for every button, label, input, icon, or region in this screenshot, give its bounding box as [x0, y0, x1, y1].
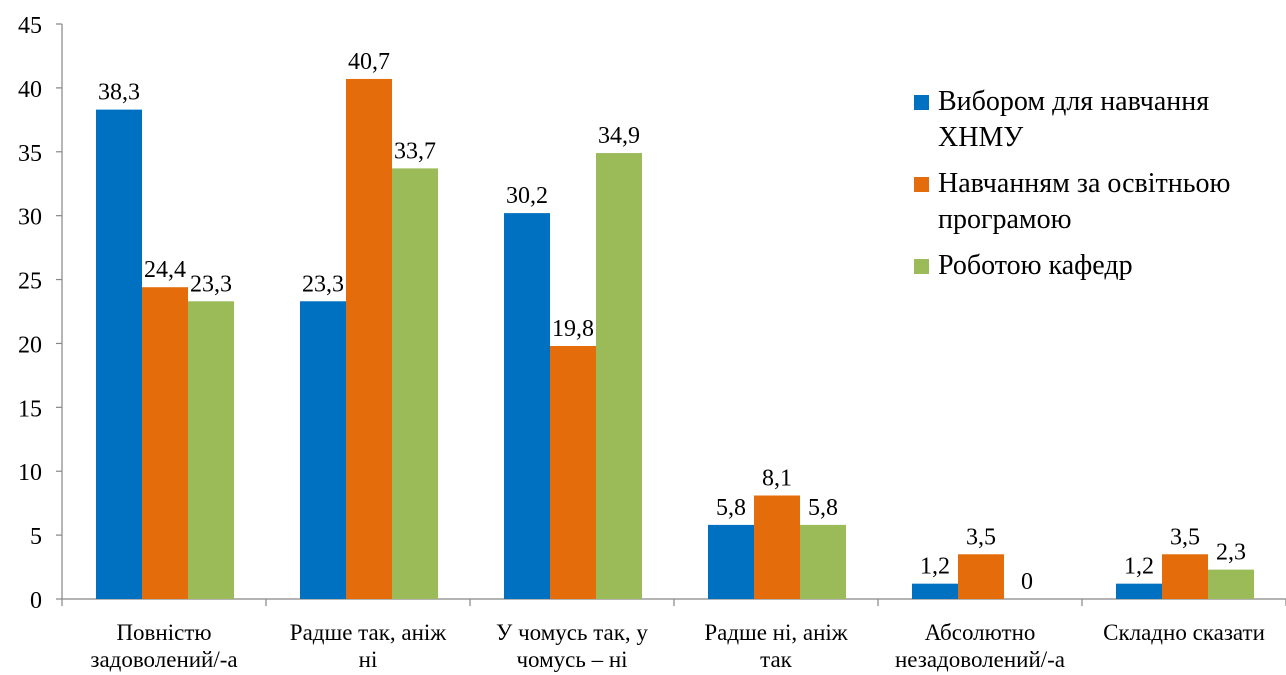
y-tick-label: 5: [30, 524, 42, 550]
data-label: 3,5: [1170, 524, 1200, 550]
legend-item-series-3: Роботою кафедр: [914, 248, 1254, 284]
bar-series-1: [708, 524, 754, 599]
x-tick-label: Радше так, аніж ні: [290, 620, 446, 672]
bar-series-2: [346, 78, 392, 599]
data-labels: 38,3 23,3 30,2 5,8 1,2 1,2 24,4 40,7 19,8 8,1 3,5 3…: [98, 49, 1246, 595]
y-tick-label: 25: [18, 269, 42, 295]
x-tick-label-line: задоволений/-а: [90, 647, 237, 672]
data-label: 38,3: [98, 80, 140, 106]
x-tick-label-line: чомусь – ні: [516, 647, 627, 672]
legend-label-series-3: Роботою кафедр: [938, 250, 1133, 281]
legend-label-series-1: Вибором для навчання ХНМУ: [938, 86, 1210, 153]
bar-series-2: [1162, 554, 1208, 599]
x-tick-label-line: ні: [359, 647, 378, 672]
y-tick-label: 35: [18, 141, 42, 167]
legend-item-series-1: Вибором для навчання ХНМУ: [914, 84, 1254, 156]
bar-series-3: [392, 168, 438, 599]
y-tick-label: 15: [18, 396, 42, 422]
bar-series-3: [1208, 569, 1254, 599]
bar-series-2: [142, 287, 188, 599]
data-label: 34,9: [598, 123, 640, 149]
y-tick-label: 10: [18, 460, 42, 486]
bars: [96, 78, 1254, 600]
data-label: 23,3: [190, 271, 232, 297]
data-label: 1,2: [920, 554, 950, 580]
data-label: 3,5: [966, 524, 996, 550]
data-label: 8,1: [762, 466, 792, 492]
data-label: 23,3: [302, 271, 344, 297]
data-label: 40,7: [348, 49, 390, 75]
bar-series-1: [504, 213, 550, 599]
data-label: 33,7: [394, 138, 436, 164]
bar-series-3: [800, 524, 846, 599]
data-label: 19,8: [552, 316, 594, 342]
data-label: 2,3: [1216, 540, 1246, 566]
legend-label-series-2: Навчанням за освітньою програмою: [938, 168, 1231, 235]
bar-series-3: [596, 153, 642, 600]
bar-series-1: [912, 583, 958, 599]
x-tick-label: Складно сказати: [1103, 620, 1265, 645]
bar-series-3: [188, 301, 234, 599]
legend-swatch-series-1: [914, 95, 929, 110]
y-tick-label: 0: [30, 588, 42, 614]
y-tick-label: 45: [18, 13, 42, 39]
x-tick-label: У чомусь так, у чомусь – ні: [496, 620, 648, 672]
x-tick-label-line: Радше так, аніж: [290, 620, 446, 645]
bar-series-2: [754, 495, 800, 599]
x-tick-label-line: Повністю: [116, 620, 211, 645]
legend-swatch-series-2: [914, 177, 929, 192]
axes: 0 5 10 15 20 25 30 35 40 45 Повністю задоволений/-а…: [18, 13, 1286, 672]
data-label: 1,2: [1124, 554, 1154, 580]
data-label: 5,8: [716, 495, 746, 521]
x-tick-label: Повністю задоволений/-а: [90, 620, 237, 672]
y-tick-label: 40: [18, 77, 42, 103]
x-tick-label-line: незадоволений/-а: [895, 647, 1065, 672]
bar-series-2: [958, 554, 1004, 599]
bar-series-1: [96, 109, 142, 599]
data-label: 0: [1021, 569, 1033, 595]
x-tick-label-line: так: [760, 647, 793, 672]
legend: Вибором для навчання ХНМУ Навчанням за о…: [914, 84, 1254, 294]
x-tick-label-line: Абсолютно: [925, 620, 1036, 645]
legend-swatch-series-3: [914, 259, 929, 274]
x-tick-label-line: Складно сказати: [1103, 620, 1265, 645]
data-label: 30,2: [506, 183, 548, 209]
data-label: 5,8: [808, 495, 838, 521]
x-tick-label-line: Радше ні, аніж: [704, 620, 847, 645]
x-tick-label-line: У чомусь так, у: [496, 620, 648, 645]
bar-series-2: [550, 346, 596, 599]
y-tick-label: 20: [18, 332, 42, 358]
x-tick-label: Абсолютно незадоволений/-а: [895, 620, 1065, 672]
data-label: 24,4: [144, 257, 186, 283]
bar-series-1: [300, 301, 346, 599]
y-tick-label: 30: [18, 205, 42, 231]
x-tick-label: Радше ні, аніж так: [704, 620, 847, 672]
legend-item-series-2: Навчанням за освітньою програмою: [914, 166, 1254, 238]
bar-series-1: [1116, 583, 1162, 599]
